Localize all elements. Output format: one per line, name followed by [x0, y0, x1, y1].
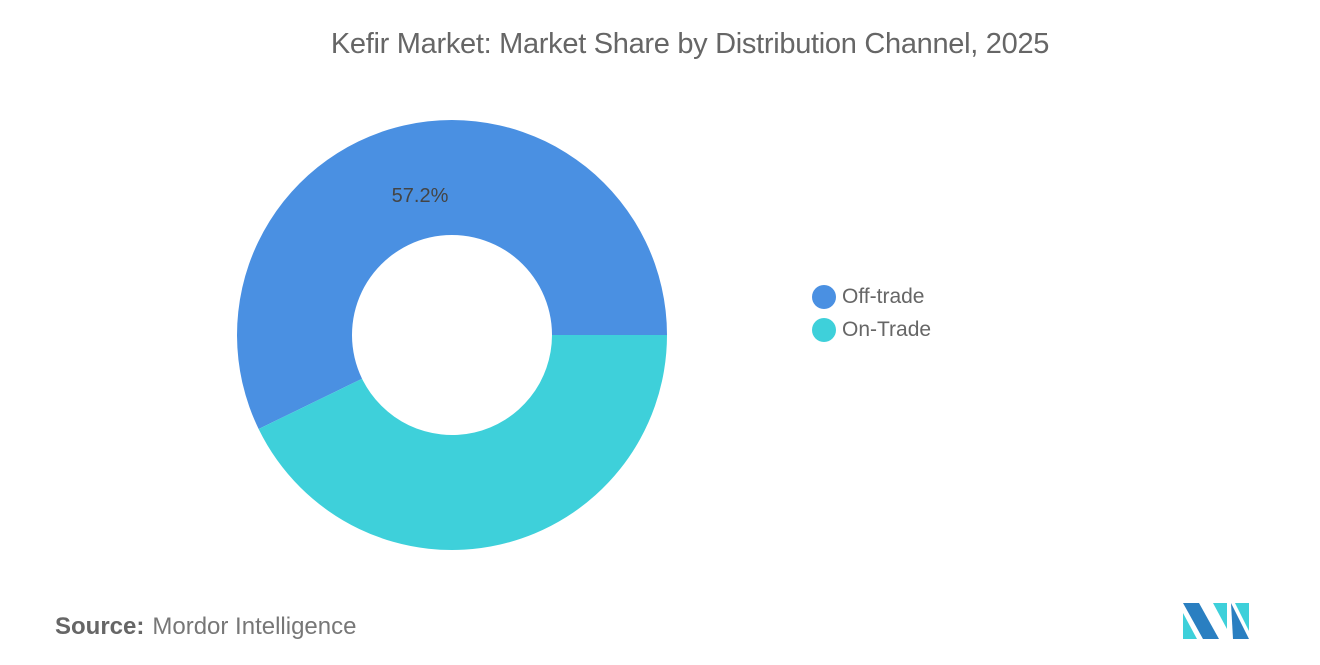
legend-swatch	[812, 285, 836, 309]
legend-label: Off-trade	[842, 285, 925, 308]
slice-on-trade	[258, 335, 667, 550]
legend-swatch	[812, 318, 836, 342]
legend-item-on-trade: On-Trade	[812, 318, 931, 342]
mordor-logo	[1183, 603, 1249, 639]
source-value: Mordor Intelligence	[152, 613, 357, 640]
chart-title: Kefir Market: Market Share by Distributi…	[330, 28, 1050, 60]
legend-item-off-trade: Off-trade	[812, 285, 924, 309]
legend-label: On-Trade	[842, 318, 932, 341]
data-label: 57.2%	[392, 185, 449, 207]
source-note: Source: Mordor Intelligence	[55, 613, 356, 641]
slice-off-trade	[237, 120, 667, 429]
source-label: Source:	[55, 613, 145, 640]
